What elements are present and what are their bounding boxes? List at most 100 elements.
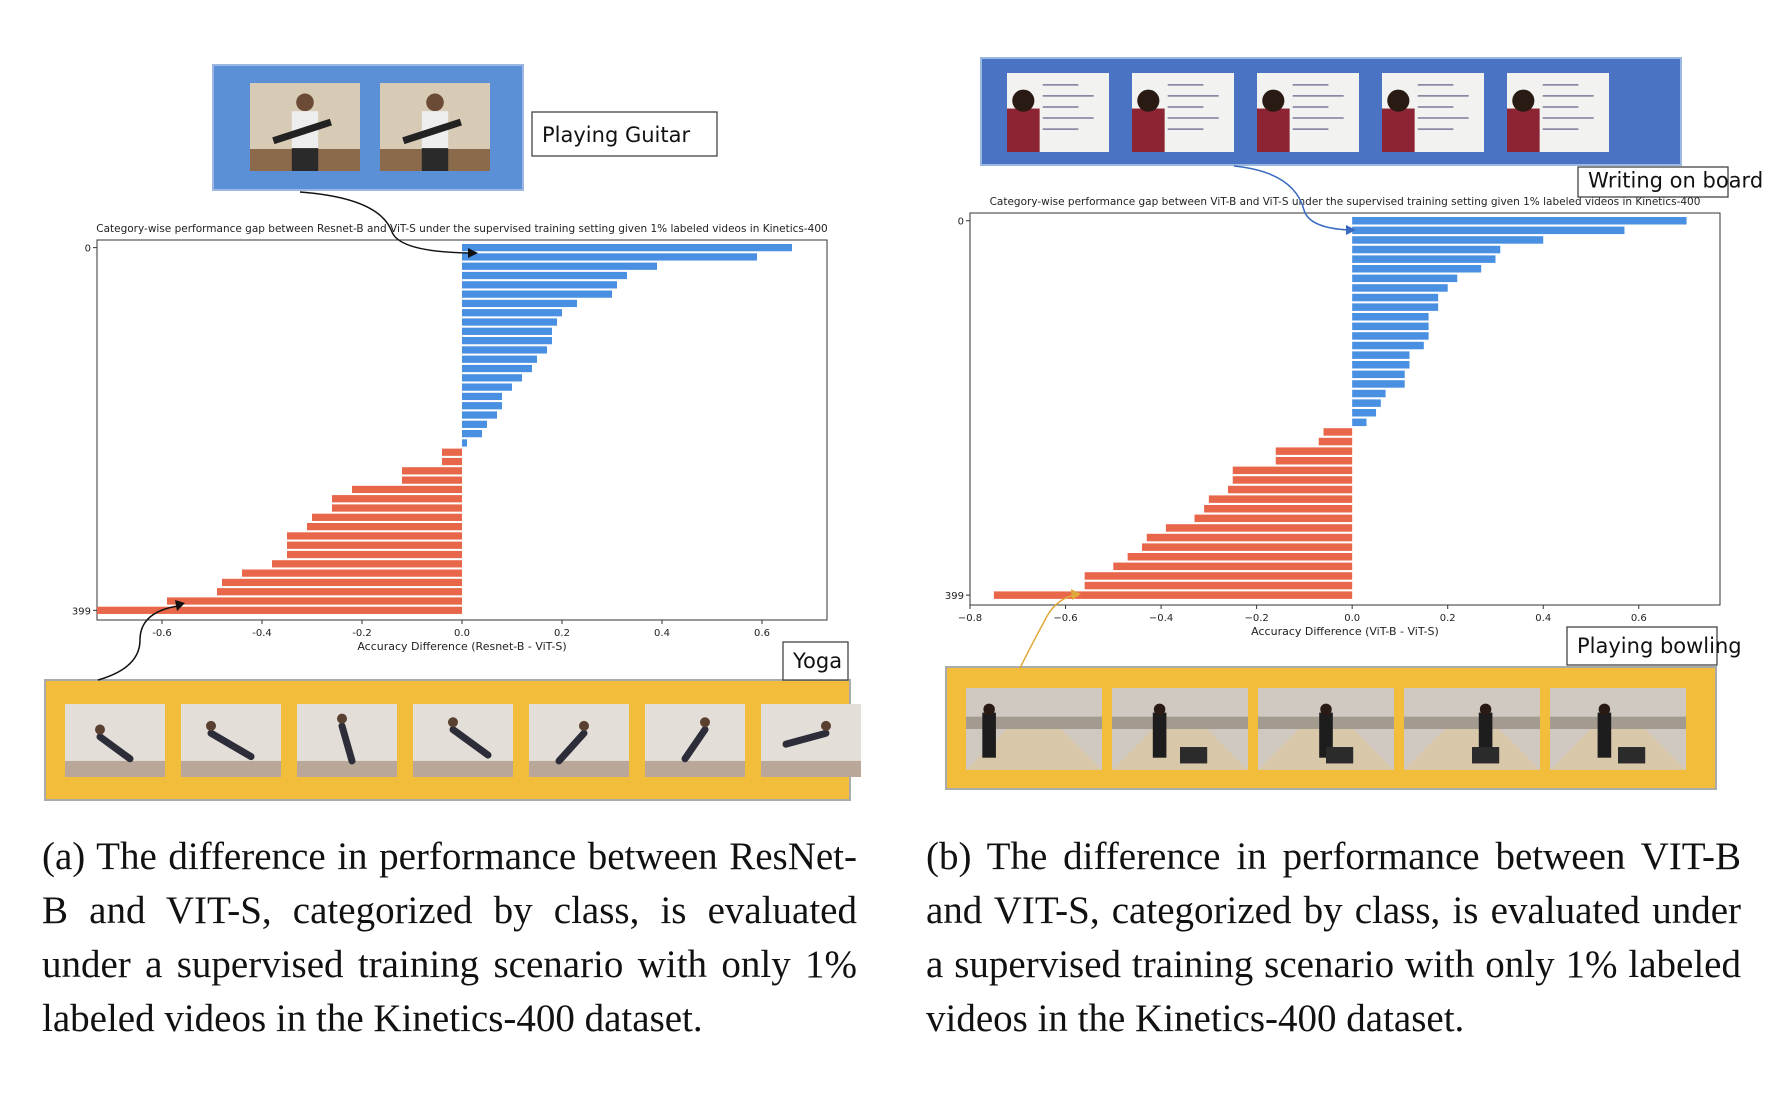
chart-b-bar	[1227, 485, 1353, 494]
chart-a-bar	[307, 523, 462, 531]
chart-b-bar	[1352, 332, 1429, 340]
chart-b-bottom-frame	[1404, 688, 1540, 770]
chart-a-bar	[462, 281, 617, 289]
chart-b-bar	[1352, 418, 1367, 427]
chart-b-bottom-frame	[1112, 688, 1248, 770]
chart-b-bar	[1113, 562, 1353, 571]
chart-b-bottom-frame	[1258, 688, 1394, 770]
chart-a-top-label-box	[531, 111, 718, 157]
chart-a-bar	[167, 597, 462, 605]
chart-a-bar	[462, 346, 547, 354]
chart-b-bar	[1352, 293, 1439, 302]
chart-a: Category-wise performance gap between Re…	[44, 64, 861, 801]
chart-a-bar	[402, 476, 462, 484]
chart-b-bar	[1352, 380, 1405, 388]
chart-b-top-frame	[1132, 73, 1234, 152]
chart-b-bar	[1352, 217, 1687, 225]
chart-b-x-tick-label: 0.6	[1631, 613, 1647, 624]
chart-b-bottom-arrow	[1019, 594, 1075, 669]
chart-b-top-frame	[1382, 73, 1484, 152]
chart-b-bar	[1352, 361, 1410, 369]
chart-b-bar	[1194, 514, 1353, 523]
caption-b: (b) The difference in performance betwee…	[926, 835, 1741, 1040]
chart-b-bottom-label: Playing bowling	[1577, 634, 1742, 658]
chart-a-bottom-frame	[181, 704, 281, 777]
chart-a-bar	[442, 448, 462, 456]
chart-b-x-tick-label: −0.2	[1244, 613, 1268, 624]
chart-a-bar	[97, 606, 462, 614]
chart-b-bar	[993, 591, 1353, 599]
chart-a-bar	[462, 318, 557, 326]
chart-a-bottom-arrow	[97, 605, 179, 681]
chart-a-bar	[462, 253, 757, 261]
chart-b-x-tick-label: 0.2	[1440, 613, 1456, 624]
chart-b-bar	[1352, 409, 1377, 417]
chart-a-bar	[332, 504, 462, 512]
chart-a-y-tick-label: 399	[72, 606, 91, 617]
chart-a-bar	[462, 439, 467, 447]
chart-b-bottom-frame	[966, 688, 1102, 770]
chart-b-bar	[1318, 437, 1353, 446]
chart-b-x-tick-label: 0.0	[1344, 613, 1360, 624]
chart-b-x-tick-label: 0.4	[1535, 613, 1551, 624]
chart-b-top-label: Writing on board	[1588, 168, 1763, 192]
chart-b-bar	[1352, 284, 1448, 292]
chart-b-top-label-box	[1577, 166, 1729, 198]
chart-b-title: Category-wise performance gap between Vi…	[990, 196, 1701, 208]
chart-a-bar	[312, 513, 462, 521]
chart-a-bar	[462, 271, 627, 280]
chart-a-bar	[462, 244, 792, 252]
chart-a-x-tick-label: 0.2	[554, 628, 570, 639]
chart-a-bar	[272, 560, 462, 568]
chart-a-bar	[462, 327, 552, 335]
chart-a-bar	[462, 364, 532, 373]
chart-a-bottom-frame	[297, 704, 397, 777]
chart-b-bar	[1208, 495, 1353, 503]
chart-a-bar	[462, 402, 502, 410]
chart-b-bar	[1352, 351, 1410, 359]
chart-a-bar	[352, 485, 462, 494]
chart-a-bottom-frame	[529, 704, 629, 777]
chart-a-bottom-label: Yoga	[792, 649, 842, 673]
chart-b-bottom-label-box	[1566, 626, 1718, 666]
chart-a-x-tick-label: 0.6	[754, 628, 770, 639]
chart-b-bar	[1323, 428, 1353, 436]
chart-a-bar	[287, 532, 462, 540]
chart-a-bar	[462, 299, 577, 308]
chart-b-bar	[1146, 533, 1353, 542]
chart-b-y-tick-label: 0	[958, 217, 964, 228]
chart-b-top-arrowhead	[1346, 225, 1356, 235]
chart-b-top-frame	[1257, 73, 1359, 152]
chart-a-bar	[462, 262, 657, 270]
chart-b-top-frame	[1507, 73, 1609, 152]
chart-a-bottom-frame	[645, 704, 745, 777]
chart-b-bar	[1352, 226, 1625, 235]
chart-b-bar	[1084, 572, 1353, 580]
chart-a-bar	[242, 569, 462, 577]
chart-b-bar	[1084, 581, 1353, 590]
chart-b-bar	[1165, 524, 1353, 532]
chart-a-bar	[462, 309, 562, 317]
chart-b-bar	[1352, 370, 1405, 379]
chart-a-x-tick-label: -0.6	[152, 628, 172, 639]
chart-b: Category-wise performance gap between Vi…	[945, 57, 1763, 790]
chart-a-bottom-frame	[761, 704, 861, 777]
caption-a: (a) The difference in performance betwee…	[42, 835, 857, 1040]
chart-a-bottom-frame	[65, 704, 165, 777]
chart-b-bottom-frame	[1550, 688, 1686, 770]
chart-b-bar	[1141, 543, 1353, 551]
chart-a-x-axis-label: Accuracy Difference (Resnet-B - ViT-S)	[357, 640, 566, 653]
chart-a-bar	[462, 430, 482, 438]
chart-a-bar	[402, 467, 462, 475]
chart-b-bar	[1352, 265, 1482, 273]
chart-a-top-arrowhead	[468, 248, 478, 258]
chart-b-top-frame	[1007, 73, 1109, 152]
chart-a-bottom-label-box	[782, 641, 849, 681]
chart-a-bar	[332, 495, 462, 503]
figure-panel-a: Category-wise performance gap between Re…	[42, 64, 861, 1040]
chart-b-bar	[1352, 313, 1429, 321]
chart-a-top-arrow	[299, 191, 471, 254]
chart-a-top-label: Playing Guitar	[542, 123, 690, 147]
chart-b-bar	[1127, 553, 1353, 561]
chart-a-bar	[442, 457, 462, 466]
